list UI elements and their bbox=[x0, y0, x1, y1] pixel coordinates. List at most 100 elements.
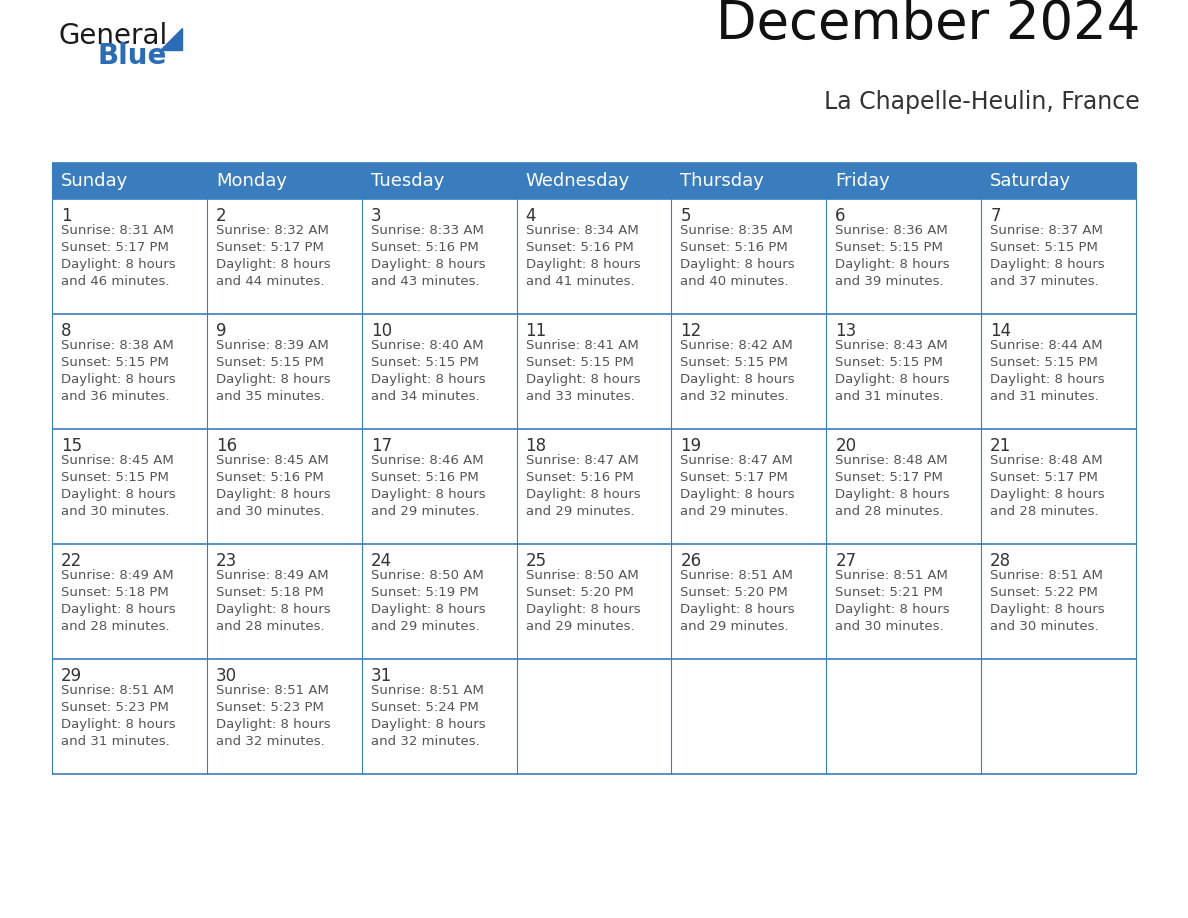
Text: Sunrise: 8:40 AM: Sunrise: 8:40 AM bbox=[371, 339, 484, 352]
Bar bbox=[981, 544, 1136, 659]
Text: Sunset: 5:17 PM: Sunset: 5:17 PM bbox=[990, 471, 1098, 484]
Text: Sunset: 5:15 PM: Sunset: 5:15 PM bbox=[371, 356, 479, 369]
Text: Sunrise: 8:41 AM: Sunrise: 8:41 AM bbox=[525, 339, 638, 352]
Bar bbox=[827, 544, 981, 659]
Text: Thursday: Thursday bbox=[681, 172, 764, 190]
Text: 22: 22 bbox=[61, 552, 82, 570]
Bar bbox=[207, 314, 361, 429]
Text: and 30 minutes.: and 30 minutes. bbox=[990, 620, 1099, 633]
Text: Daylight: 8 hours: Daylight: 8 hours bbox=[990, 488, 1105, 501]
Bar bbox=[981, 429, 1136, 544]
Text: Sunrise: 8:51 AM: Sunrise: 8:51 AM bbox=[835, 569, 948, 582]
Text: La Chapelle-Heulin, France: La Chapelle-Heulin, France bbox=[824, 90, 1140, 114]
Text: and 46 minutes.: and 46 minutes. bbox=[61, 275, 170, 288]
Text: and 31 minutes.: and 31 minutes. bbox=[990, 390, 1099, 403]
Text: 8: 8 bbox=[61, 322, 71, 340]
Bar bbox=[361, 659, 517, 774]
Text: 12: 12 bbox=[681, 322, 702, 340]
Text: 17: 17 bbox=[371, 437, 392, 455]
Text: 13: 13 bbox=[835, 322, 857, 340]
Text: 26: 26 bbox=[681, 552, 702, 570]
Text: 18: 18 bbox=[525, 437, 546, 455]
Text: Sunset: 5:19 PM: Sunset: 5:19 PM bbox=[371, 586, 479, 599]
Bar bbox=[827, 429, 981, 544]
Text: 6: 6 bbox=[835, 207, 846, 225]
Text: Sunrise: 8:31 AM: Sunrise: 8:31 AM bbox=[61, 224, 173, 237]
Text: Sunset: 5:15 PM: Sunset: 5:15 PM bbox=[835, 356, 943, 369]
Text: Daylight: 8 hours: Daylight: 8 hours bbox=[525, 373, 640, 386]
Text: Sunset: 5:15 PM: Sunset: 5:15 PM bbox=[990, 356, 1098, 369]
Bar bbox=[671, 659, 827, 774]
Text: and 29 minutes.: and 29 minutes. bbox=[525, 620, 634, 633]
Text: Sunday: Sunday bbox=[61, 172, 128, 190]
Bar bbox=[517, 163, 671, 199]
Text: 1: 1 bbox=[61, 207, 71, 225]
Text: and 40 minutes.: and 40 minutes. bbox=[681, 275, 789, 288]
Text: Sunrise: 8:51 AM: Sunrise: 8:51 AM bbox=[61, 684, 173, 697]
Text: 30: 30 bbox=[216, 667, 236, 685]
Text: 31: 31 bbox=[371, 667, 392, 685]
Bar bbox=[827, 199, 981, 314]
Text: and 30 minutes.: and 30 minutes. bbox=[216, 505, 324, 518]
Text: Sunrise: 8:35 AM: Sunrise: 8:35 AM bbox=[681, 224, 794, 237]
Text: Daylight: 8 hours: Daylight: 8 hours bbox=[61, 258, 176, 271]
Bar bbox=[981, 314, 1136, 429]
Text: Sunrise: 8:34 AM: Sunrise: 8:34 AM bbox=[525, 224, 638, 237]
Text: 10: 10 bbox=[371, 322, 392, 340]
Bar bbox=[52, 544, 207, 659]
Bar bbox=[981, 199, 1136, 314]
Text: Sunrise: 8:47 AM: Sunrise: 8:47 AM bbox=[525, 454, 638, 467]
Text: Sunrise: 8:37 AM: Sunrise: 8:37 AM bbox=[990, 224, 1102, 237]
Text: Sunset: 5:16 PM: Sunset: 5:16 PM bbox=[371, 471, 479, 484]
Text: Sunrise: 8:51 AM: Sunrise: 8:51 AM bbox=[371, 684, 484, 697]
Text: and 33 minutes.: and 33 minutes. bbox=[525, 390, 634, 403]
Bar bbox=[671, 199, 827, 314]
Text: 27: 27 bbox=[835, 552, 857, 570]
Bar bbox=[361, 314, 517, 429]
Text: Daylight: 8 hours: Daylight: 8 hours bbox=[371, 373, 486, 386]
Text: Sunrise: 8:48 AM: Sunrise: 8:48 AM bbox=[835, 454, 948, 467]
Bar bbox=[361, 429, 517, 544]
Text: Sunset: 5:17 PM: Sunset: 5:17 PM bbox=[216, 241, 324, 254]
Text: and 28 minutes.: and 28 minutes. bbox=[61, 620, 170, 633]
Bar bbox=[827, 163, 981, 199]
Text: Daylight: 8 hours: Daylight: 8 hours bbox=[990, 258, 1105, 271]
Text: and 34 minutes.: and 34 minutes. bbox=[371, 390, 479, 403]
Text: Sunrise: 8:50 AM: Sunrise: 8:50 AM bbox=[371, 569, 484, 582]
Text: 3: 3 bbox=[371, 207, 381, 225]
Text: and 29 minutes.: and 29 minutes. bbox=[525, 505, 634, 518]
Text: 5: 5 bbox=[681, 207, 691, 225]
Text: Daylight: 8 hours: Daylight: 8 hours bbox=[371, 258, 486, 271]
Text: 29: 29 bbox=[61, 667, 82, 685]
Text: Sunset: 5:15 PM: Sunset: 5:15 PM bbox=[525, 356, 633, 369]
Text: and 29 minutes.: and 29 minutes. bbox=[371, 505, 479, 518]
Bar bbox=[52, 314, 207, 429]
Text: Sunset: 5:24 PM: Sunset: 5:24 PM bbox=[371, 701, 479, 714]
Text: Sunset: 5:16 PM: Sunset: 5:16 PM bbox=[525, 241, 633, 254]
Text: Daylight: 8 hours: Daylight: 8 hours bbox=[61, 488, 176, 501]
Text: Sunrise: 8:43 AM: Sunrise: 8:43 AM bbox=[835, 339, 948, 352]
Bar bbox=[52, 429, 207, 544]
Text: Sunrise: 8:51 AM: Sunrise: 8:51 AM bbox=[216, 684, 329, 697]
Text: Daylight: 8 hours: Daylight: 8 hours bbox=[216, 603, 330, 616]
Bar bbox=[361, 163, 517, 199]
Bar bbox=[671, 544, 827, 659]
Text: and 31 minutes.: and 31 minutes. bbox=[61, 735, 170, 748]
Text: Sunset: 5:15 PM: Sunset: 5:15 PM bbox=[835, 241, 943, 254]
Text: Sunset: 5:15 PM: Sunset: 5:15 PM bbox=[681, 356, 789, 369]
Text: and 32 minutes.: and 32 minutes. bbox=[216, 735, 324, 748]
Text: Daylight: 8 hours: Daylight: 8 hours bbox=[681, 373, 795, 386]
Text: Sunrise: 8:45 AM: Sunrise: 8:45 AM bbox=[61, 454, 173, 467]
Text: 24: 24 bbox=[371, 552, 392, 570]
Text: Monday: Monday bbox=[216, 172, 286, 190]
Text: Sunset: 5:17 PM: Sunset: 5:17 PM bbox=[835, 471, 943, 484]
Text: 11: 11 bbox=[525, 322, 546, 340]
Text: Friday: Friday bbox=[835, 172, 890, 190]
Bar bbox=[361, 544, 517, 659]
Text: 20: 20 bbox=[835, 437, 857, 455]
Text: and 32 minutes.: and 32 minutes. bbox=[371, 735, 480, 748]
Text: Sunrise: 8:39 AM: Sunrise: 8:39 AM bbox=[216, 339, 329, 352]
Text: Sunset: 5:17 PM: Sunset: 5:17 PM bbox=[61, 241, 169, 254]
Text: Sunset: 5:16 PM: Sunset: 5:16 PM bbox=[216, 471, 323, 484]
Text: 21: 21 bbox=[990, 437, 1011, 455]
